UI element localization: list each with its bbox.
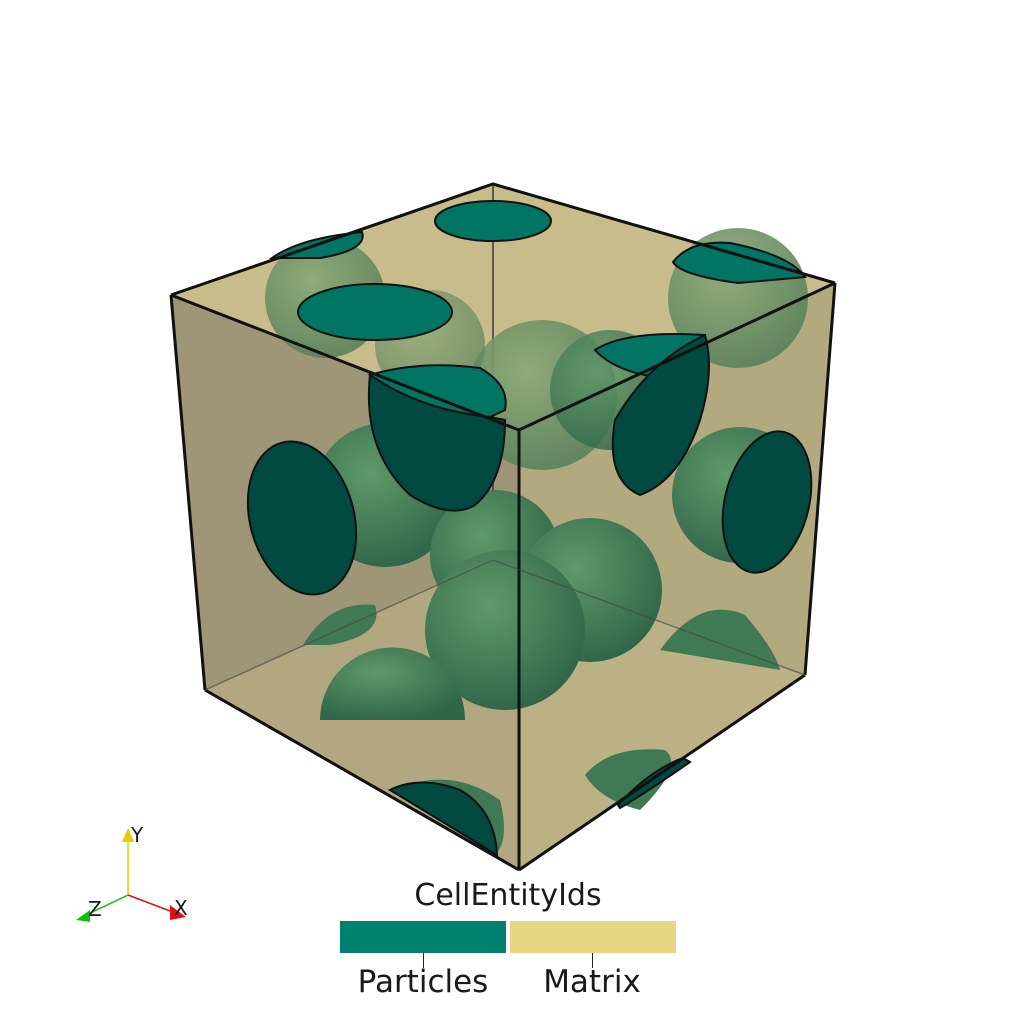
particle-cap-top [434,200,552,242]
particle-cap-top [671,241,807,285]
legend-label-particles: Particles [357,964,489,1000]
particle-cap-right [616,756,692,810]
cube-inner-edges [204,559,806,691]
particle-cap-right [611,333,710,497]
particle-cap-left [246,440,358,596]
cube-edges [169,182,837,872]
particle-cap-left [367,373,507,512]
axis-y-label: Y [131,823,144,847]
axis-x-label: X [174,896,188,920]
legend-label-matrix: Matrix [543,964,641,1000]
particle-sphere [303,604,377,645]
particle-cap-right [721,430,813,574]
particle-cap-top [297,283,453,341]
axis-z-label: Z [88,897,102,921]
legend-title: CellEntityIds [414,878,602,913]
legend-swatch-matrix [510,921,676,953]
legend-swatch-particles [340,921,506,953]
particle-caps [246,200,813,857]
particle-sphere [425,550,585,710]
legend-tick [423,953,424,968]
particle-sphere [320,647,465,720]
particle-sphere [585,749,672,810]
orientation-axes-icon [76,828,186,922]
particle-cap-left [387,781,499,857]
legend-tick [592,953,593,968]
